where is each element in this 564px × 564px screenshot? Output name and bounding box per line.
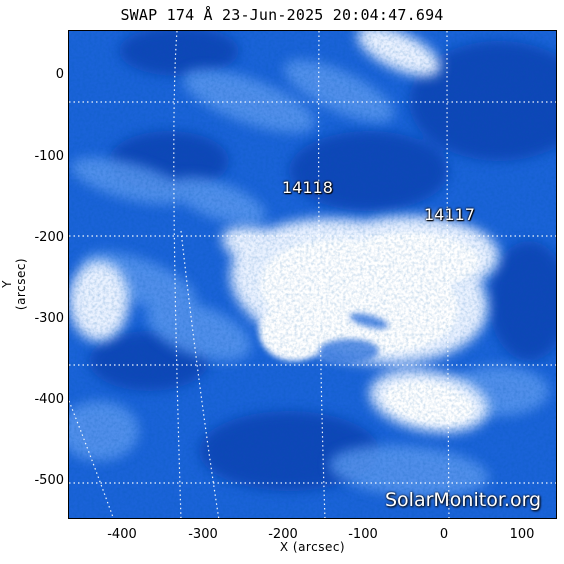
x-tick-label: -400 xyxy=(107,527,137,542)
y-tick-label: -200 xyxy=(34,230,64,245)
y-tick-label: -400 xyxy=(34,392,64,407)
euv-image xyxy=(69,31,556,518)
x-tick-label: -300 xyxy=(188,527,218,542)
heliographic-grid xyxy=(69,31,556,518)
y-tick-label: -300 xyxy=(34,311,64,326)
image-title: SWAP 174 Å 23-Jun-2025 20:04:47.694 xyxy=(120,6,444,24)
y-axis-label: Y (arcsec) xyxy=(0,257,28,311)
y-tick-label: -500 xyxy=(34,473,64,488)
active-region-label: 14117 xyxy=(424,205,475,224)
active-region-label: 14118 xyxy=(282,178,333,197)
x-tick-label: -200 xyxy=(268,527,298,542)
x-axis-label: X (arcsec) xyxy=(279,540,346,554)
y-tick-label: 0 xyxy=(55,67,64,82)
x-tick-label: 100 xyxy=(509,527,535,542)
y-tick-label: -100 xyxy=(34,149,64,164)
solar-image-panel xyxy=(68,30,557,519)
x-tick-label: -100 xyxy=(348,527,378,542)
x-tick-label: 0 xyxy=(439,527,449,542)
watermark-text: SolarMonitor.org xyxy=(385,489,542,511)
